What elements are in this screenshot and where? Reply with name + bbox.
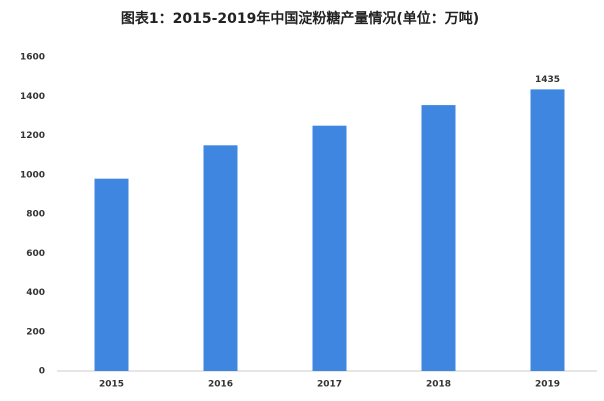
bar <box>203 145 238 371</box>
y-tick-label: 1000 <box>20 170 45 180</box>
x-tick-label: 2019 <box>535 380 560 390</box>
y-tick-label: 400 <box>26 288 45 298</box>
y-tick-label: 1200 <box>20 131 45 141</box>
x-tick-label: 2015 <box>99 380 124 390</box>
y-tick-label: 600 <box>26 249 45 259</box>
y-tick-label: 200 <box>26 327 45 337</box>
y-tick-label: 1400 <box>20 92 45 102</box>
x-tick-label: 2016 <box>208 380 233 390</box>
x-tick-label: 2017 <box>317 380 342 390</box>
bar <box>94 178 129 371</box>
bar <box>312 125 347 371</box>
bar <box>421 105 456 372</box>
y-tick-label: 800 <box>26 210 45 220</box>
chart-title: 图表1：2015-2019年中国淀粉糖产量情况(单位：万吨) <box>121 10 479 27</box>
y-tick-label: 0 <box>39 367 45 377</box>
x-tick-label: 2018 <box>426 380 451 390</box>
y-tick-label: 1600 <box>20 53 45 63</box>
bar <box>530 89 565 371</box>
data-label: 1435 <box>535 75 560 85</box>
